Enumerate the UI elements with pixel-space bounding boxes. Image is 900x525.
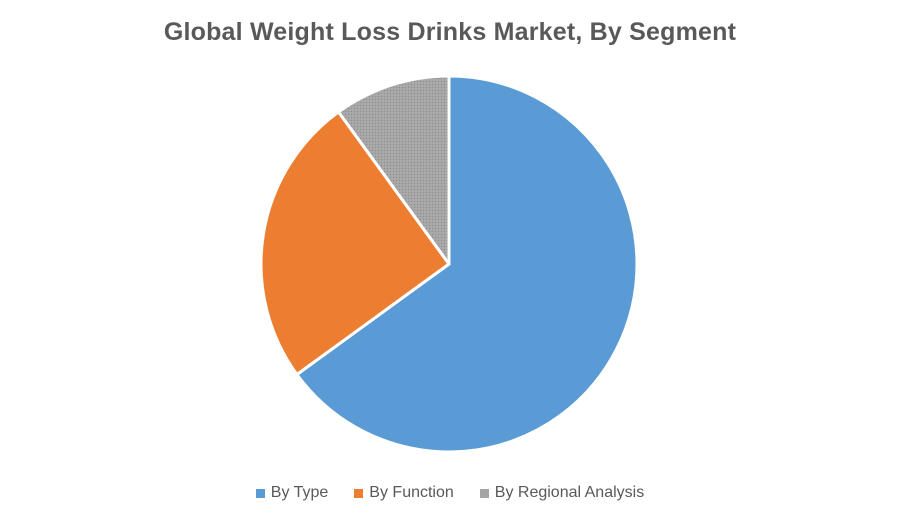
legend-label: By Type (270, 484, 329, 501)
pie-slices (259, 74, 639, 454)
legend-item-by-function: By Function (354, 484, 454, 502)
legend-label: By Regional Analysis (494, 484, 645, 501)
pie-slice-by-type (295, 74, 639, 454)
pie-slice-by-function (259, 110, 451, 376)
chart-legend: By Type By Function By Regional Analysis (0, 484, 900, 502)
legend-swatch (255, 488, 265, 498)
pie-slice-by-regional-analysis (337, 74, 451, 266)
chart-title: Global Weight Loss Drinks Market, By Seg… (163, 18, 737, 46)
legend-swatch (479, 488, 489, 498)
legend-item-by-regional-analysis: By Regional Analysis (479, 484, 645, 502)
legend-swatch (354, 488, 364, 498)
legend-item-by-type: By Type (255, 484, 329, 502)
legend-label: By Function (369, 484, 454, 501)
